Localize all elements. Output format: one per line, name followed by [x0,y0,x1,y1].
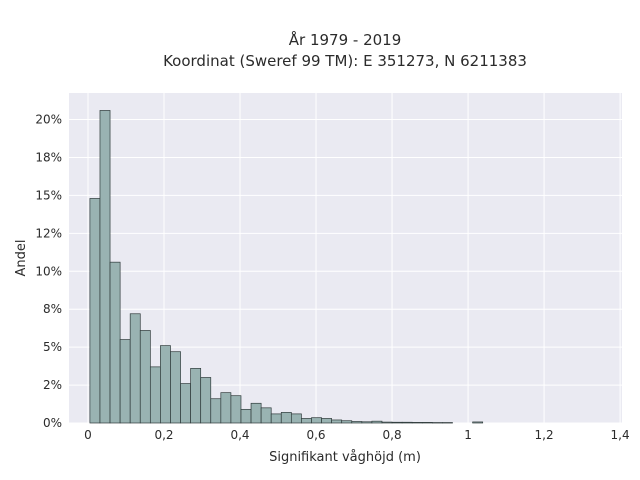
histogram-bar-8 [170,351,181,424]
x-tick-label-3: 0,6 [306,428,325,442]
histogram-bar-2 [109,261,121,424]
grid-lines [69,93,622,424]
x-tick-label-1: 0,2 [154,428,173,442]
histogram-bar-34 [431,422,443,424]
histogram-bar-35 [442,422,453,424]
y-tick-label-3: 8% [43,302,62,316]
y-tick-label-8: 20% [35,113,62,127]
x-axis-label: Signifikant våghöjd (m) [269,450,421,465]
histogram-bar-30 [391,421,403,424]
histogram-bar-12 [210,398,222,424]
histogram-bar-27 [361,421,373,424]
histogram-bars [89,110,484,424]
x-tick-label-4: 0,8 [383,428,402,442]
chart-title-line-2: Koordinat (Sweref 99 TM): E 351273, N 62… [163,52,527,70]
y-tick-label-2: 5% [43,340,62,354]
histogram-bar-25 [341,420,353,424]
histogram-bar-14 [230,395,242,424]
y-tick-label-0: 0% [43,416,62,430]
y-tick-label-6: 15% [35,188,62,202]
histogram-bar-19 [280,412,292,424]
histogram-bar-0 [89,198,101,424]
x-tick-label-6: 1,2 [535,428,554,442]
histogram-bar-4 [129,313,141,424]
chart-title-line-1: År 1979 - 2019 [289,30,402,49]
histogram-bar-21 [301,418,312,424]
x-tick-label-0: 0 [84,428,92,442]
histogram-bar-32 [411,422,423,424]
histogram-bar-33 [421,422,433,424]
x-tick-label-5: 1 [464,428,472,442]
histogram-bar-13 [220,392,232,424]
y-tick-label-7: 18% [35,150,62,164]
histogram-bar-5 [139,330,151,424]
y-tick-label-1: 2% [43,378,62,392]
histogram-bar-29 [381,421,393,424]
x-axis-ticks: 0 0,2 0,4 0,6 0,8 1 1,2 1,4 [84,428,629,442]
histogram-bar-17 [260,407,272,424]
histogram-bar-24 [331,419,343,424]
histogram-bar-18 [270,413,282,424]
histogram-bar-11 [200,377,212,424]
histogram-bar-6 [149,366,161,424]
histogram-bar-15 [240,408,252,424]
histogram-bar-7 [160,345,171,424]
x-tick-label-2: 0,4 [230,428,249,442]
histogram-bar-3 [119,339,131,424]
histogram-bar-16 [250,402,262,424]
histogram-bar-10 [190,368,202,424]
y-axis-ticks: 0% 2% 5% 8% 10% 12% 15% 18% 20% [35,113,62,430]
histogram-bar-31 [401,421,413,424]
histogram-bar-26 [351,421,363,424]
histogram-bar-1 [99,110,111,424]
histogram-bar-20 [290,413,302,424]
y-axis-label: Andel [14,240,29,277]
histogram-bar-23 [321,418,332,424]
histogram-bar-38 [472,421,484,424]
y-tick-label-5: 12% [35,226,62,240]
histogram-bar-9 [180,383,191,424]
histogram-bar-22 [311,417,322,424]
x-tick-label-7: 1,4 [611,428,630,442]
histogram-bar-28 [371,420,383,424]
y-tick-label-4: 10% [35,264,62,278]
